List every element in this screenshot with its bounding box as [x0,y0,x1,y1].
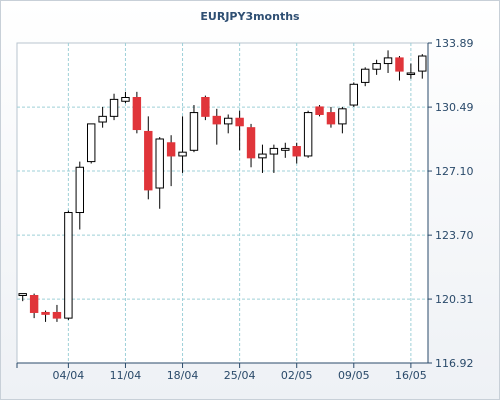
x-tick-label: 02/05 [281,369,313,382]
x-tick-label: 09/05 [338,369,370,382]
candle-body-down [395,57,404,72]
candle-body-down [212,115,222,125]
y-tick-label: 133.89 [435,37,474,50]
candle-body-up [303,112,313,157]
candle-body-up [418,55,427,72]
candle-body-down [246,127,256,159]
candle-body-down [132,96,142,131]
plot-area [16,42,429,364]
candle-body-up [121,96,130,102]
candle-body-up [86,123,96,163]
x-axis: 04/04 11/04 18/04 25/04 02/05 09/05 16/05 [16,363,427,382]
candle-body-down [29,294,39,313]
candle-body-down [144,130,153,191]
x-tick-label: 18/04 [167,369,199,382]
candle-body-down [41,311,50,315]
candle-body-up [269,147,279,155]
x-tick-label: 16/05 [395,369,427,382]
candle-body-up [223,117,233,125]
candle-body-up [406,72,416,75]
candle-body-up [75,166,85,214]
candle-body-up [18,293,27,296]
candle-body-up [338,108,347,125]
candle-body-down [52,311,62,319]
candle-body-up [349,83,359,106]
candle-body-down [166,142,176,157]
x-tick-label: 25/04 [224,369,256,382]
candle-body-up [98,115,107,123]
candle-body-down [235,117,244,127]
candle-body-down [201,96,210,117]
x-tick-label: 04/04 [53,369,85,382]
candle-body-up [360,68,370,83]
candle-body-down [326,112,336,125]
candle-body-up [258,153,267,159]
candle-body-up [383,57,393,65]
candle-body-up [109,98,119,117]
candle-body-up [155,138,164,189]
candle-body-up [178,151,187,157]
y-tick-label: 130.49 [435,101,474,114]
candle-body-up [281,147,290,151]
candle-body-down [315,106,324,115]
candle-body-down [292,146,301,157]
y-tick-label: 127.10 [435,165,474,178]
y-tick-label: 120.31 [435,293,474,306]
y-tick-label: 123.70 [435,229,474,242]
candles [18,50,427,322]
x-tick-label: 11/04 [110,369,142,382]
y-tick-label: 116.92 [435,357,474,370]
candle-body-up [189,112,199,151]
candle-body-up [64,212,73,319]
candle-body-up [372,63,381,70]
chart-title: EURJPY3months [200,10,300,23]
y-axis: 133.89 130.49 127.10 123.70 120.31 116.92 [428,37,474,370]
